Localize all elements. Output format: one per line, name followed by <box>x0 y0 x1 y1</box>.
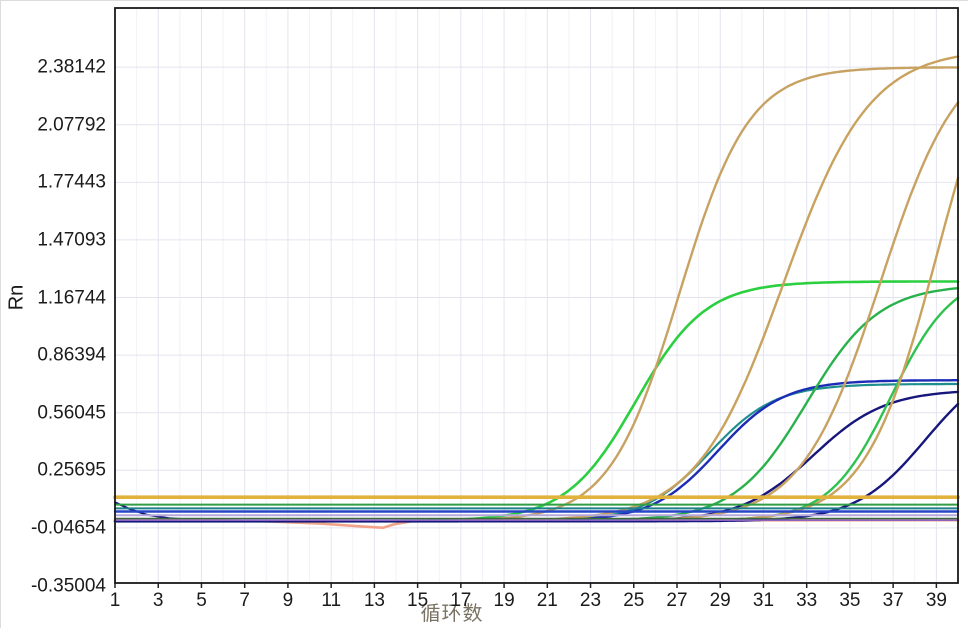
x-tick-label: 11 <box>321 590 342 611</box>
x-tick-label: 9 <box>282 590 294 611</box>
window-edge-left <box>0 0 1 628</box>
x-tick-label: 15 <box>407 590 429 611</box>
x-tick-label: 37 <box>882 590 904 611</box>
curve-amp-green-3 <box>113 296 960 523</box>
x-tick-label: 33 <box>796 590 818 611</box>
curve-amp-navy-1 <box>113 379 960 523</box>
y-tick-label: -0.04654 <box>30 517 106 539</box>
curve-amp-tan-2 <box>113 55 960 523</box>
x-tick-label: 5 <box>196 590 207 611</box>
y-tick-label: 1.47093 <box>37 229 106 251</box>
curve-amp-green-1 <box>113 280 960 523</box>
x-tick-label: 7 <box>239 590 250 611</box>
x-tick-label: 21 <box>536 590 558 611</box>
x-tick-label: 29 <box>709 590 731 611</box>
y-tick-label: 0.56045 <box>37 402 106 424</box>
x-tick-label: 19 <box>493 590 515 611</box>
x-tick-label: 17 <box>450 590 472 611</box>
x-tick-label: 31 <box>752 590 775 611</box>
curve-amp-navy-3 <box>113 402 960 523</box>
plot-border <box>114 7 959 584</box>
curve-amp-green-2 <box>113 287 960 523</box>
x-tick-label: 25 <box>623 590 645 611</box>
x-tick-label: 1 <box>109 590 121 611</box>
x-tick-label: 27 <box>666 590 688 611</box>
curve-amp-teal-1 <box>113 382 960 523</box>
y-tick-label: 2.38142 <box>37 56 106 78</box>
y-tick-label: 2.07792 <box>37 114 106 136</box>
x-tick-label: 3 <box>152 590 164 611</box>
x-tick-label: 23 <box>579 590 602 611</box>
window-edge-top <box>0 0 968 1</box>
y-tick-label: 1.77443 <box>37 171 106 193</box>
y-tick-label: 0.86394 <box>37 344 106 366</box>
x-tick-label: 35 <box>839 590 861 611</box>
y-tick-label: 1.16744 <box>37 287 106 308</box>
x-tick-label: 13 <box>363 590 385 611</box>
y-tick-label: 0.25695 <box>37 459 106 481</box>
curve-amp-tan-1 <box>113 66 960 523</box>
x-axis-title: 循环数 <box>420 603 484 625</box>
y-tick-label: -0.35004 <box>30 575 106 596</box>
x-tick-label: 39 <box>925 590 947 611</box>
